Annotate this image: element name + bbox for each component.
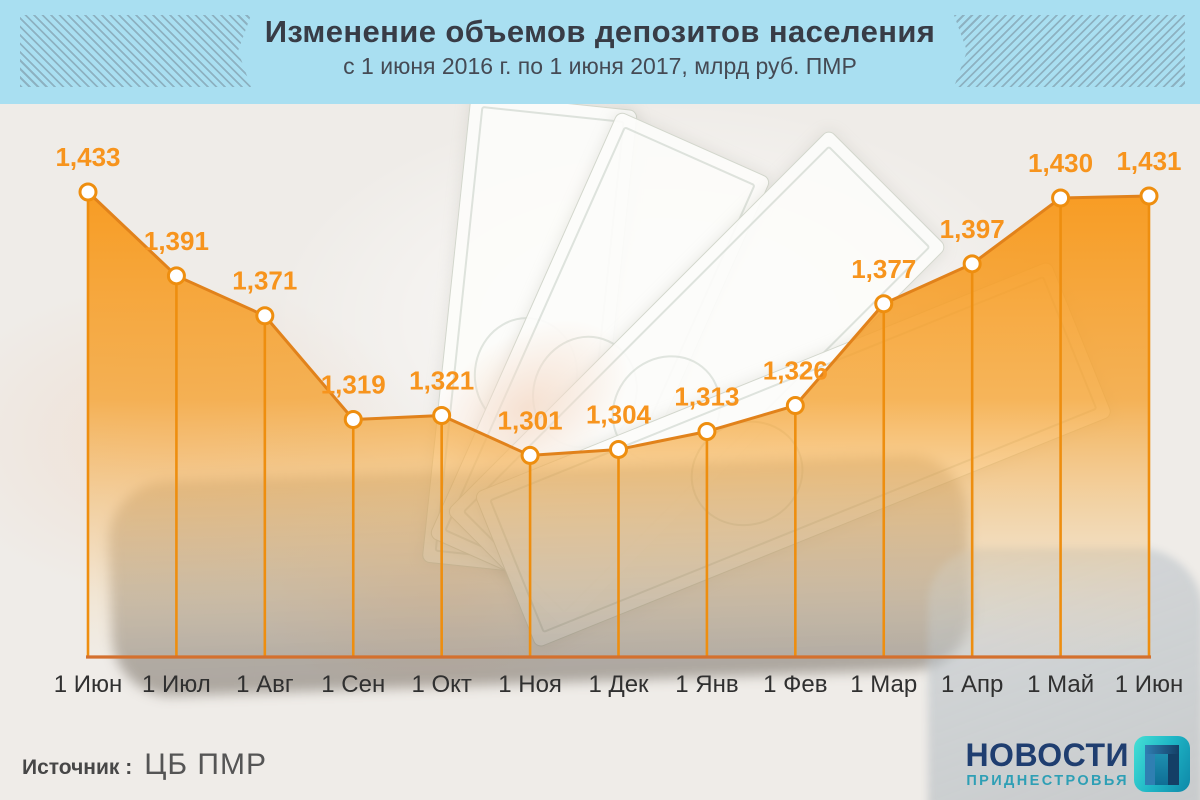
source-label: Источник : [22, 756, 133, 779]
data-point-marker [166, 266, 186, 286]
data-point-marker [1139, 186, 1159, 206]
value-label: 1,397 [940, 214, 1005, 244]
source-note: Источник : ЦБ ПМР [22, 748, 267, 782]
header: Изменение объемов депозитов населения с … [0, 0, 1200, 104]
value-label: 1,321 [409, 366, 474, 396]
data-point-marker [697, 421, 717, 441]
x-axis-label: 1 Июн [1115, 671, 1184, 698]
news-pridnestrovya-logo: НОВОСТИ ПРИДНЕСТРОВЬЯ [965, 736, 1190, 792]
data-point-marker [520, 445, 540, 465]
x-axis-label: 1 Янв [675, 671, 738, 698]
x-axis-label: 1 Апр [941, 671, 1003, 698]
value-label: 1,319 [321, 370, 386, 400]
x-axis-label: 1 Мар [850, 671, 917, 698]
x-axis-label: 1 Ноя [498, 671, 562, 698]
x-axis-label: 1 Фев [763, 671, 827, 698]
header-stripes-right-decor [954, 15, 1185, 87]
x-axis-label: 1 Авг [236, 671, 294, 698]
header-stripes-left-decor [20, 15, 251, 87]
value-label: 1,391 [144, 226, 209, 256]
logo-title: НОВОСТИ [965, 737, 1129, 774]
value-label: 1,301 [498, 405, 563, 435]
x-axis-label: 1 Окт [411, 671, 471, 698]
chart-title: Изменение объемов депозитов населения [264, 14, 936, 49]
value-label: 1,304 [586, 399, 652, 429]
value-label: 1,430 [1028, 148, 1093, 178]
data-point-marker [255, 306, 275, 326]
logo-subtitle: ПРИДНЕСТРОВЬЯ [966, 773, 1129, 790]
data-point-marker [609, 439, 628, 459]
chart-subtitle: с 1 июня 2016 г. по 1 июня 2017, млрд ру… [343, 53, 857, 79]
value-label: 1,433 [55, 142, 120, 172]
value-label: 1,313 [674, 381, 739, 411]
value-label: 1,326 [763, 356, 828, 386]
x-axis-label: 1 Июл [142, 671, 211, 698]
data-point-marker [874, 294, 894, 314]
logo-p-icon [1134, 736, 1190, 792]
data-point-marker [1051, 188, 1071, 208]
x-axis-label: 1 Дек [588, 671, 649, 698]
data-point-marker [432, 406, 452, 426]
x-axis-label: 1 Сен [321, 671, 385, 698]
x-axis-label: 1 Май [1027, 671, 1094, 698]
x-axis-label: 1 Июн [54, 671, 123, 698]
value-label: 1,431 [1116, 146, 1181, 176]
data-point-marker [343, 410, 363, 430]
value-label: 1,371 [232, 266, 297, 296]
data-point-marker [785, 396, 805, 416]
data-point-marker [78, 182, 98, 202]
data-point-marker [962, 254, 982, 274]
source-value: ЦБ ПМР [144, 748, 267, 781]
value-label: 1,377 [851, 254, 916, 284]
